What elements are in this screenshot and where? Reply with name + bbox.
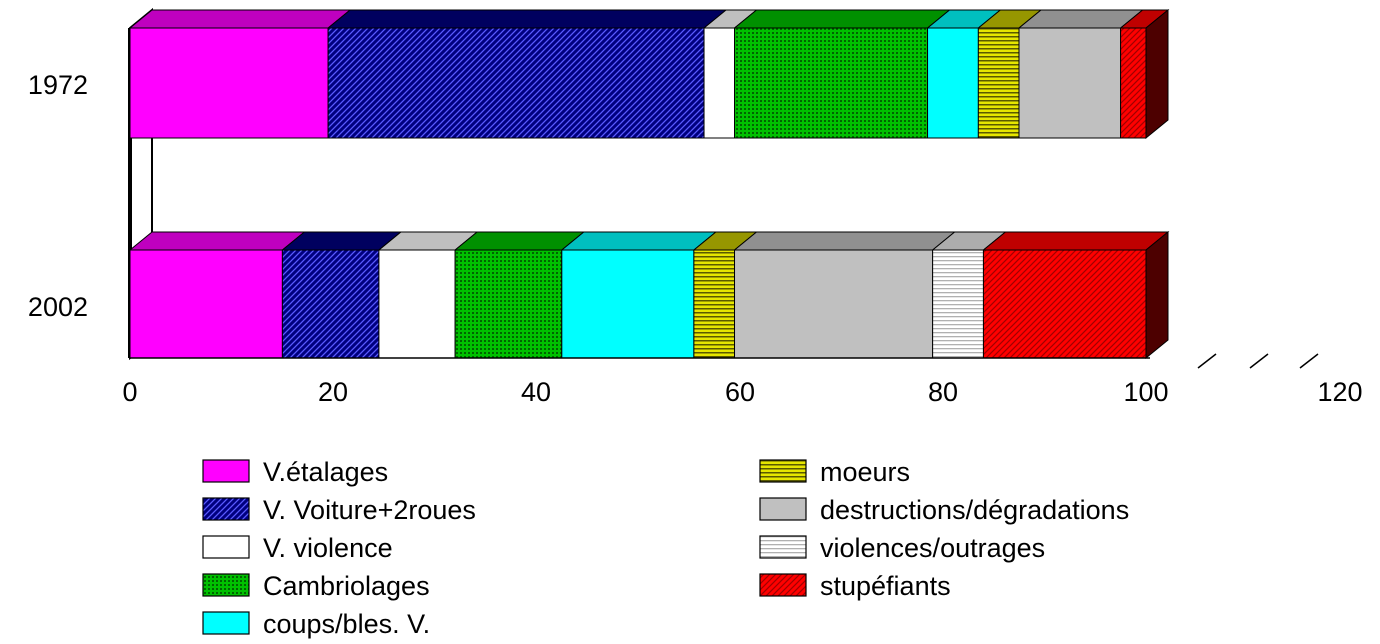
x-tick-label: 60 <box>725 377 755 407</box>
bar-segment-1972-v-etalages-top <box>130 10 350 28</box>
bar-segment-1972-cambriolages-top <box>735 10 950 28</box>
legend-label: coups/bles. V. <box>263 609 430 639</box>
x-tick-label: 0 <box>122 377 137 407</box>
bar-segment-1972-moeurs <box>978 28 1019 138</box>
legend-item: Cambriolages <box>203 571 430 601</box>
bar-segment-2002-stupefiants <box>983 250 1146 358</box>
bar-segment-2002-cambriolages <box>455 250 562 358</box>
x-tick-label: 100 <box>1123 377 1168 407</box>
bar-segment-1972-v-voiture-2roues <box>328 28 704 138</box>
bar-segment-1972-v-voiture-2roues-top <box>328 10 726 28</box>
bar-end-side-1972 <box>1146 10 1168 138</box>
x-tick-label: 20 <box>318 377 348 407</box>
bar-segment-1972-stupefiants <box>1121 28 1146 138</box>
x-tick-label: 120 <box>1317 377 1362 407</box>
category-label-2002: 2002 <box>28 292 88 322</box>
bar-segment-1972-v-etalages <box>130 28 328 138</box>
legend-item: destructions/dégradations <box>760 495 1129 525</box>
legend-swatch <box>760 460 806 482</box>
legend-label: Cambriolages <box>263 571 430 601</box>
bar-segment-2002-destructions-degradations <box>735 250 933 358</box>
bar-segment-2002-v-voiture-2roues <box>282 250 379 358</box>
legend-swatch <box>760 498 806 520</box>
legend-label: V. Voiture+2roues <box>263 495 476 525</box>
bar-segment-2002-stupefiants-top <box>983 232 1168 250</box>
legend-item: violences/outrages <box>760 533 1045 563</box>
category-label-1972: 1972 <box>28 70 88 100</box>
legend-item: V.étalages <box>203 457 388 487</box>
bars-group <box>130 10 1168 358</box>
bar-segment-2002-coups-bles-v <box>562 250 694 358</box>
legend-label: V. violence <box>263 533 393 563</box>
legend-swatch <box>203 536 249 558</box>
bar-segment-1972-cambriolages <box>735 28 928 138</box>
legend-item: V. violence <box>203 533 393 563</box>
legend-swatch <box>760 536 806 558</box>
legend-item: moeurs <box>760 457 910 487</box>
bar-segment-2002-violences-outrages <box>933 250 984 358</box>
bar-segment-2002-v-etalages <box>130 250 282 358</box>
x-axis: 0 20 40 60 80 100 120 <box>122 354 1362 407</box>
bar-segment-2002-moeurs <box>694 250 735 358</box>
legend-label: stupéfiants <box>820 571 951 601</box>
bar-segment-1972-v-violence <box>704 28 734 138</box>
x-tick-label: 80 <box>928 377 958 407</box>
bar-segment-2002-v-etalages-top <box>130 232 304 250</box>
legend-item: coups/bles. V. <box>203 609 430 639</box>
axis-break-mark <box>1198 354 1216 368</box>
legend-swatch <box>203 460 249 482</box>
legend-label: moeurs <box>820 457 910 487</box>
legend-item: stupéfiants <box>760 571 951 601</box>
legend-label: destructions/dégradations <box>820 495 1129 525</box>
legend-swatch <box>203 498 249 520</box>
legend-swatch <box>203 574 249 596</box>
legend-item: V. Voiture+2roues <box>203 495 476 525</box>
axis-break-mark <box>1250 354 1268 368</box>
bar-segment-2002-destructions-degradations-top <box>735 232 955 250</box>
bar-end-side-2002 <box>1146 232 1168 358</box>
legend-swatch <box>203 612 249 634</box>
legend: V.étalages V. Voiture+2roues V. violence… <box>203 457 1129 639</box>
bar-segment-2002-coups-bles-v-top <box>562 232 716 250</box>
category-labels: 1972 2002 <box>28 70 88 322</box>
bar-segment-1972-coups-bles-v <box>928 28 979 138</box>
axis-break-mark <box>1300 354 1318 368</box>
legend-label: V.étalages <box>263 457 388 487</box>
bar-segment-1972-destructions-degradations <box>1019 28 1121 138</box>
legend-swatch <box>760 574 806 596</box>
bar-segment-2002-v-violence <box>379 250 455 358</box>
legend-label: violences/outrages <box>820 533 1045 563</box>
x-tick-label: 40 <box>521 377 551 407</box>
